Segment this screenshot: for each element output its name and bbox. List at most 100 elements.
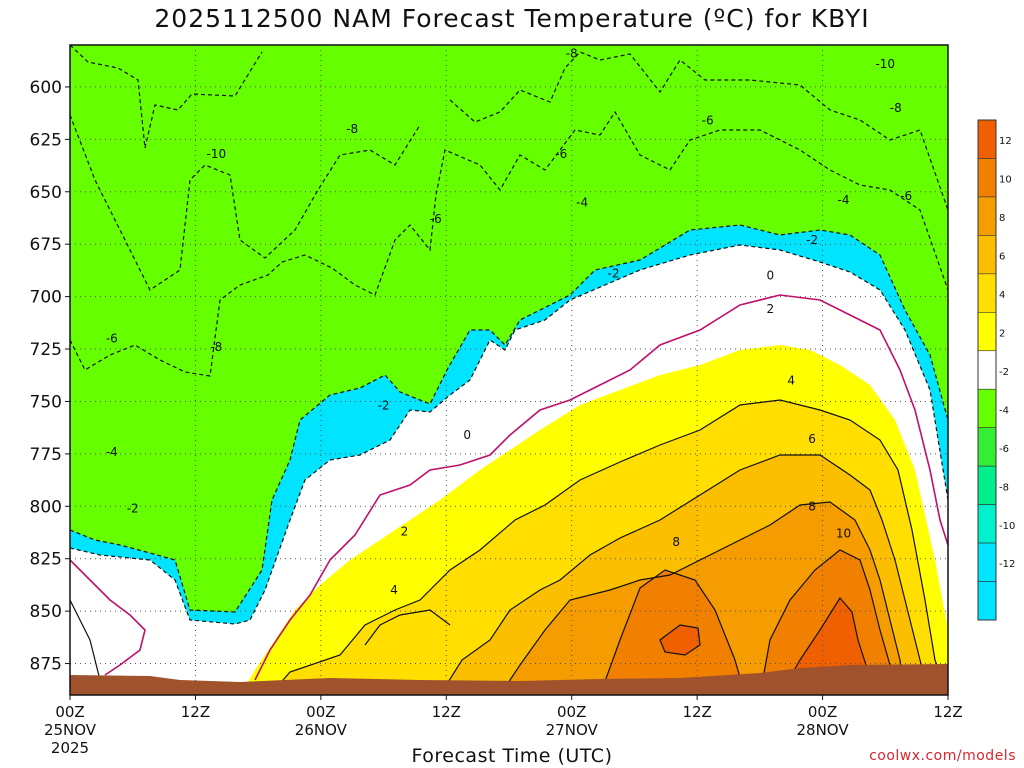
contour-label-text: 2	[766, 302, 774, 316]
contour-label: -6	[900, 189, 912, 203]
contour-label: -8	[566, 46, 578, 60]
contour-label: -2	[378, 399, 390, 413]
x-tick-label: 00Z	[808, 703, 837, 721]
credit-text[interactable]: coolwx.com/models	[869, 748, 1016, 764]
colorbar-label: 2	[999, 328, 1005, 339]
band-minus-4-to-minus-2	[70, 45, 948, 612]
contour-label-text: -2	[608, 267, 620, 281]
contour-label-text: -2	[806, 233, 818, 247]
colorbar-cell	[977, 465, 997, 505]
colorbar-cell	[977, 196, 997, 236]
contour-minus-8-upper	[449, 51, 948, 211]
y-tick-label: 700	[30, 288, 62, 308]
x-tick-label: 00Z	[306, 703, 335, 721]
contour-label: -2	[608, 267, 620, 281]
contour-label-text: -6	[900, 189, 912, 203]
contour-label: 6	[808, 432, 816, 446]
contour-label: 8	[808, 499, 816, 513]
x-tick-label: 12Z	[682, 703, 711, 721]
contour-label: -6	[555, 147, 567, 161]
y-tick-label: 850	[30, 602, 62, 622]
contour-label-text: 2	[401, 524, 409, 538]
contour-label-text: 6	[808, 432, 816, 446]
contour-minus-8	[70, 110, 948, 377]
colorbar-label: 6	[999, 252, 1005, 263]
contour-minus-6	[70, 224, 948, 613]
contour-label-text: -10	[207, 147, 227, 161]
x-tick-label: 12Z	[933, 703, 962, 721]
contour-label: 10	[836, 527, 851, 541]
contour-label-text: -4	[837, 193, 849, 207]
chart-title: 2025112500 NAM Forecast Temperature (ºC)…	[154, 4, 870, 33]
contour-label: 0	[463, 428, 471, 442]
contour-label: -8	[346, 122, 358, 136]
colorbar-cell	[977, 350, 997, 390]
contour-label-text: -8	[346, 122, 358, 136]
terrain	[70, 664, 948, 695]
x-axis-label: Forecast Time (UTC)	[411, 745, 613, 767]
y-tick-label: 650	[30, 183, 62, 203]
y-tick-label: 600	[30, 78, 62, 98]
contour-minus-4	[70, 244, 948, 625]
contour-label: 2	[401, 524, 409, 538]
contour-label-text: -2	[378, 399, 390, 413]
contour-6	[499, 501, 906, 695]
contour-2	[70, 399, 948, 695]
contour-label-text: -10	[875, 57, 895, 71]
colorbar-label: -2	[999, 367, 1009, 378]
colorbar-label: -8	[999, 482, 1009, 493]
contour-label-text: -8	[890, 101, 902, 115]
colorbar-cell	[977, 119, 997, 159]
x-tick-label: 12Z	[432, 703, 461, 721]
y-tick-label: 825	[30, 550, 62, 570]
contour-label: -2	[127, 501, 139, 515]
contour-label-text: 8	[808, 499, 816, 513]
y-tick-label: 875	[30, 655, 62, 675]
colorbar-label: 12	[999, 136, 1012, 147]
x-tick-label: 12Z	[181, 703, 210, 721]
contour-label: -4	[576, 195, 588, 209]
contour-label: -10	[875, 57, 895, 71]
colorbar-cell	[977, 504, 997, 544]
colorbar-label: -10	[999, 521, 1015, 532]
colorbar-label: -6	[999, 444, 1009, 455]
plot-frame	[69, 44, 949, 696]
contour-label: 4	[787, 373, 795, 387]
contour-label: -6	[702, 113, 714, 127]
colorbar-cell	[977, 581, 997, 621]
colorbar-frame	[977, 119, 997, 621]
x-tick-label: 28NOV	[797, 721, 850, 739]
contour-label-text: -6	[430, 212, 442, 226]
contour-label: -2	[806, 233, 818, 247]
y-tick-label: 675	[30, 235, 62, 255]
contour-label: -4	[837, 193, 849, 207]
contour-label-text: 0	[463, 428, 471, 442]
x-tick-label: 2025	[51, 739, 89, 757]
contour-label-text: 4	[787, 373, 795, 387]
contour-label: -6	[430, 212, 442, 226]
contour-label: 8	[672, 535, 680, 549]
y-tick-label: 750	[30, 392, 62, 412]
contour-10	[659, 596, 873, 695]
colorbar-cell	[977, 235, 997, 275]
contour-label-text: -6	[702, 113, 714, 127]
contour-label: 0	[766, 269, 774, 283]
y-tick-label: 800	[30, 497, 62, 517]
contour-label-text: -2	[127, 501, 139, 515]
contour-4	[364, 454, 931, 695]
colorbar-label: -12	[999, 559, 1015, 570]
colorbar-label: -4	[999, 405, 1009, 416]
x-tick-label: 00Z	[557, 703, 586, 721]
contour-label-text: -6	[106, 332, 118, 346]
y-tick-label: 625	[30, 130, 62, 150]
contour-label: 4	[390, 583, 398, 597]
x-tick-label: 26NOV	[295, 721, 348, 739]
contour-label: -6	[106, 332, 118, 346]
contour-label-text: -4	[106, 445, 118, 459]
contour-label-text: -4	[576, 195, 588, 209]
colorbar-label: 4	[999, 290, 1005, 301]
contour-label: -8	[890, 101, 902, 115]
contour-label: -4	[106, 445, 118, 459]
colorbar-cell	[977, 388, 997, 428]
